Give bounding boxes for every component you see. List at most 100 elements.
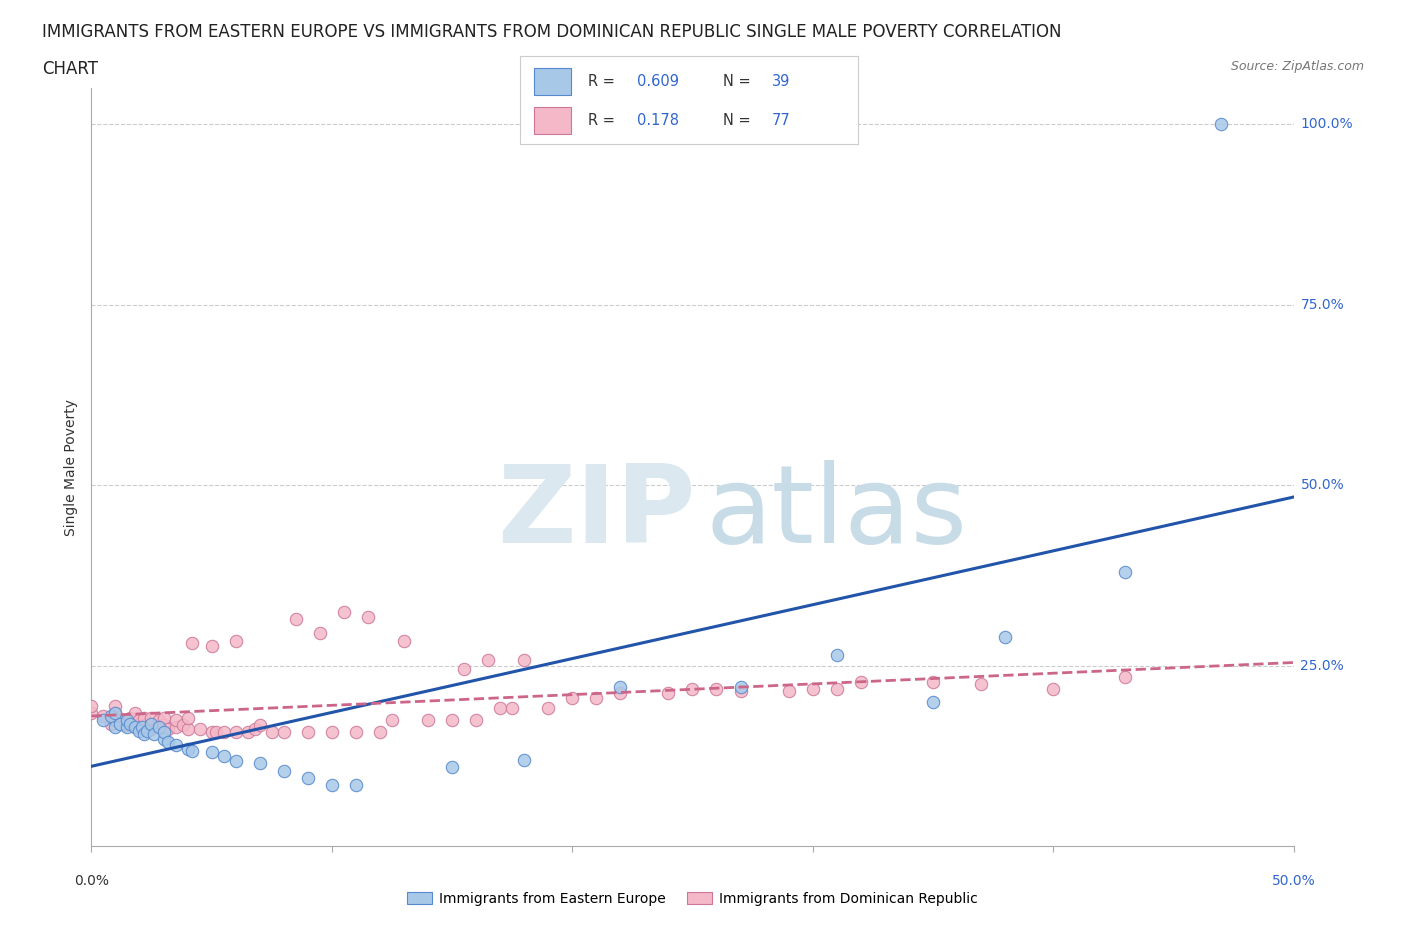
Point	[440, 712, 463, 727]
Text: 39: 39	[772, 73, 790, 89]
Point	[118, 716, 141, 731]
Point	[657, 685, 679, 700]
Point	[188, 722, 211, 737]
Point	[152, 718, 174, 733]
Point	[1042, 682, 1064, 697]
Point	[176, 711, 198, 725]
Point	[344, 724, 367, 739]
Point	[201, 638, 224, 653]
Point	[148, 720, 170, 735]
Point	[225, 724, 247, 739]
Point	[165, 712, 187, 727]
Point	[706, 682, 728, 697]
Point	[124, 720, 146, 735]
Point	[249, 718, 271, 733]
Point	[453, 662, 475, 677]
Point	[585, 691, 607, 706]
Point	[128, 724, 150, 738]
Point	[260, 724, 283, 739]
Text: N =: N =	[723, 73, 755, 89]
FancyBboxPatch shape	[534, 107, 571, 134]
Text: 0.609: 0.609	[637, 73, 679, 89]
Text: 0.178: 0.178	[637, 113, 679, 127]
Point	[148, 712, 170, 727]
Point	[284, 612, 307, 627]
Point	[141, 716, 163, 731]
Point	[118, 711, 141, 725]
Point	[134, 727, 156, 742]
Point	[93, 712, 115, 727]
Point	[440, 760, 463, 775]
Text: 50.0%: 50.0%	[1271, 874, 1316, 888]
Text: 25.0%: 25.0%	[1301, 658, 1344, 672]
Point	[501, 700, 523, 715]
Point	[141, 716, 163, 731]
Text: 75.0%: 75.0%	[1301, 298, 1344, 312]
Point	[201, 745, 224, 760]
Point	[142, 727, 165, 742]
Point	[201, 724, 224, 739]
Point	[994, 630, 1017, 644]
Point	[135, 724, 157, 738]
Point	[249, 756, 271, 771]
Point	[970, 676, 993, 691]
Point	[778, 684, 800, 698]
Point	[561, 691, 583, 706]
Point	[321, 777, 343, 792]
Point	[225, 753, 247, 768]
Point	[344, 777, 367, 792]
Point	[537, 700, 560, 715]
Point	[128, 712, 150, 727]
Point	[104, 705, 127, 720]
Point	[124, 720, 146, 735]
Point	[117, 720, 139, 735]
Text: atlas: atlas	[706, 459, 967, 565]
Point	[609, 680, 631, 695]
Point	[609, 685, 631, 700]
Point	[308, 626, 330, 641]
Point	[104, 705, 127, 720]
Point	[114, 718, 136, 733]
Point	[357, 609, 380, 624]
Point	[825, 682, 848, 697]
Point	[104, 698, 127, 713]
Point	[148, 720, 170, 735]
Point	[236, 724, 259, 739]
Point	[681, 682, 703, 697]
Point	[489, 700, 512, 715]
Point	[110, 716, 132, 731]
Point	[243, 722, 266, 737]
Text: 50.0%: 50.0%	[1301, 478, 1344, 492]
Point	[157, 734, 180, 749]
Point	[849, 674, 872, 689]
Point	[205, 724, 228, 739]
Point	[152, 732, 174, 747]
Point	[297, 770, 319, 785]
Point	[416, 712, 439, 727]
Text: 100.0%: 100.0%	[1301, 117, 1353, 131]
Point	[165, 737, 187, 752]
Point	[100, 716, 122, 731]
Point	[212, 749, 235, 764]
Text: ZIP: ZIP	[498, 459, 696, 565]
Point	[176, 741, 198, 756]
Point	[110, 712, 132, 727]
Text: CHART: CHART	[42, 60, 98, 78]
Point	[225, 633, 247, 648]
Text: 77: 77	[772, 113, 790, 127]
Point	[922, 674, 945, 689]
Text: R =: R =	[588, 113, 619, 127]
Point	[117, 714, 139, 729]
Point	[100, 709, 122, 724]
Point	[141, 711, 163, 725]
Point	[117, 712, 139, 727]
Point	[1114, 565, 1136, 579]
Point	[165, 720, 187, 735]
Point	[176, 722, 198, 737]
Y-axis label: Single Male Poverty: Single Male Poverty	[65, 399, 79, 536]
Point	[730, 684, 752, 698]
FancyBboxPatch shape	[534, 68, 571, 95]
Point	[825, 647, 848, 662]
Point	[181, 744, 204, 759]
Point	[321, 724, 343, 739]
